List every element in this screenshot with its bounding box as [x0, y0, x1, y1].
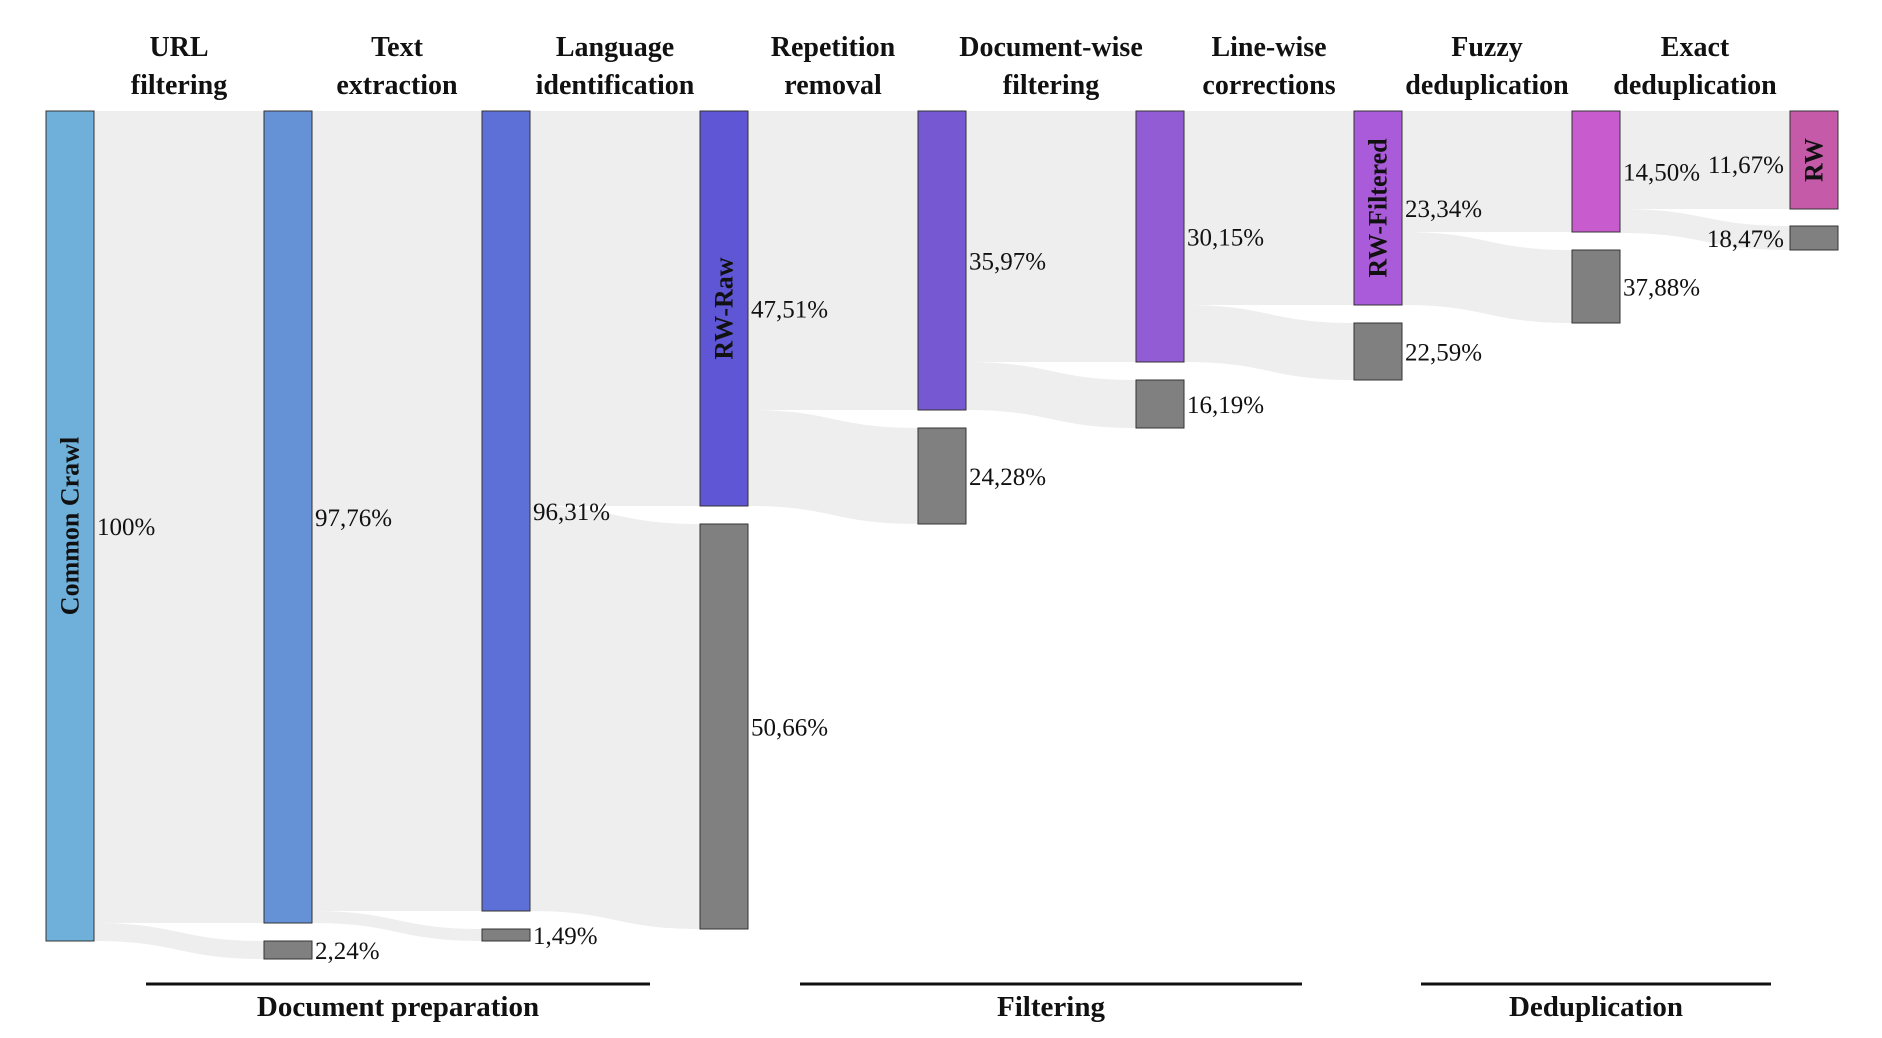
stage-header-1-line1: URL — [149, 32, 208, 63]
node-rw — [1789, 110, 1839, 210]
flow-kept-7 — [1402, 111, 1572, 232]
stage-header-2-line2: extraction — [336, 70, 458, 101]
node-label-common-crawl: Common Crawl — [56, 437, 85, 615]
flow-removed-5 — [966, 362, 1136, 428]
stage-header-3-line1: Language — [556, 32, 674, 63]
group-label-document-preparation: Document preparation — [257, 991, 539, 1023]
pct-label-removed-5: 16,19% — [1187, 392, 1264, 419]
pct-label-document-wise: 35,97% — [969, 249, 1046, 276]
flow-removed-7 — [1402, 232, 1572, 323]
node-bars — [45, 110, 1839, 960]
flow-kept-4 — [748, 111, 918, 410]
pct-label-text-extraction: 97,76% — [315, 505, 392, 532]
group-filtering: Filtering — [800, 982, 1302, 1023]
pct-label-rw-raw: 47,51% — [751, 297, 828, 324]
stage-header-1-line2: filtering — [131, 70, 227, 101]
node-label-rw: RW — [1800, 138, 1829, 182]
stage-header-3-line2: identification — [536, 70, 695, 101]
flow-kept-2 — [312, 111, 482, 911]
pct-label-removed-2: 1,49% — [533, 923, 598, 950]
node-removed-6 — [1353, 322, 1403, 381]
node-fuzzy-dedup — [1571, 110, 1621, 233]
group-label-filtering: Filtering — [997, 991, 1105, 1023]
pct-label-removed-8: 18,47% — [1707, 226, 1784, 253]
node-language-identification — [481, 110, 531, 912]
stage-header-4-line1: Repetition — [771, 32, 896, 63]
node-removed-1 — [263, 940, 313, 960]
pct-label-common-crawl: 100% — [97, 514, 155, 541]
pct-label-removed-1: 2,24% — [315, 938, 380, 965]
stage-header-7-line2: deduplication — [1405, 70, 1569, 101]
node-common-crawl — [45, 110, 95, 942]
pct-label-rw-filtered: 23,34% — [1405, 196, 1482, 223]
node-rw-raw — [699, 110, 749, 507]
pct-label-removed-7: 37,88% — [1623, 275, 1700, 302]
flow-kept-3 — [530, 111, 700, 506]
percentage-labels: 100% Common Crawl 97,76% 96,31% 47,51% RW-Raw… — [56, 138, 1829, 965]
group-label-deduplication: Deduplication — [1509, 991, 1683, 1023]
node-removed-4 — [917, 427, 967, 525]
node-removed-5 — [1135, 379, 1185, 429]
stage-header-2-line1: Text — [371, 32, 424, 63]
flow-removed-3 — [530, 506, 700, 929]
pct-label-language-identification: 96,31% — [533, 499, 610, 526]
node-rw-filtered — [1353, 110, 1403, 306]
stage-header-6-line2: corrections — [1202, 70, 1335, 101]
stage-header-5-line1: Document-wise — [959, 32, 1143, 63]
pct-label-fuzzy-dedup: 14,50% — [1623, 160, 1700, 187]
pct-label-rw: 11,67% — [1708, 152, 1784, 179]
stage-header-8-line1: Exact — [1661, 32, 1730, 63]
node-label-rw-filtered: RW-Filtered — [1364, 138, 1393, 278]
flow-removed-4 — [748, 410, 918, 524]
flow-kept-1 — [94, 111, 264, 923]
stage-headers: URL filtering Text extraction Language identi… — [131, 32, 1777, 101]
stage-header-6-line1: Line-wise — [1211, 32, 1326, 63]
node-removed-3 — [699, 523, 749, 930]
node-document-wise — [917, 110, 967, 411]
pct-label-removed-3: 50,66% — [751, 715, 828, 742]
stage-header-4-line2: removal — [784, 70, 882, 101]
flow-removed-6 — [1184, 305, 1354, 380]
node-label-rw-raw: RW-Raw — [710, 257, 739, 359]
flow-kept-6 — [1184, 111, 1354, 305]
node-removed-8 — [1789, 225, 1839, 251]
flow-kept-8 — [1620, 111, 1790, 209]
group-document-preparation: Document preparation — [146, 982, 650, 1023]
flow-bands — [94, 111, 1790, 959]
stage-header-5-line2: filtering — [1003, 70, 1099, 101]
flow-kept-5 — [966, 111, 1136, 362]
node-removed-2 — [481, 928, 531, 942]
stage-header-7-line1: Fuzzy — [1451, 32, 1523, 63]
node-text-extraction — [263, 110, 313, 924]
node-removed-7 — [1571, 249, 1621, 324]
flow-removed-8 — [1620, 209, 1790, 250]
flow-removed-2 — [312, 911, 482, 941]
node-line-wise — [1135, 110, 1185, 363]
pct-label-removed-4: 24,28% — [969, 464, 1046, 491]
group-deduplication: Deduplication — [1421, 982, 1771, 1023]
stage-header-8-line2: deduplication — [1613, 70, 1777, 101]
pct-label-line-wise: 30,15% — [1187, 225, 1264, 252]
flow-removed-1 — [94, 923, 264, 959]
pct-label-removed-6: 22,59% — [1405, 340, 1482, 367]
